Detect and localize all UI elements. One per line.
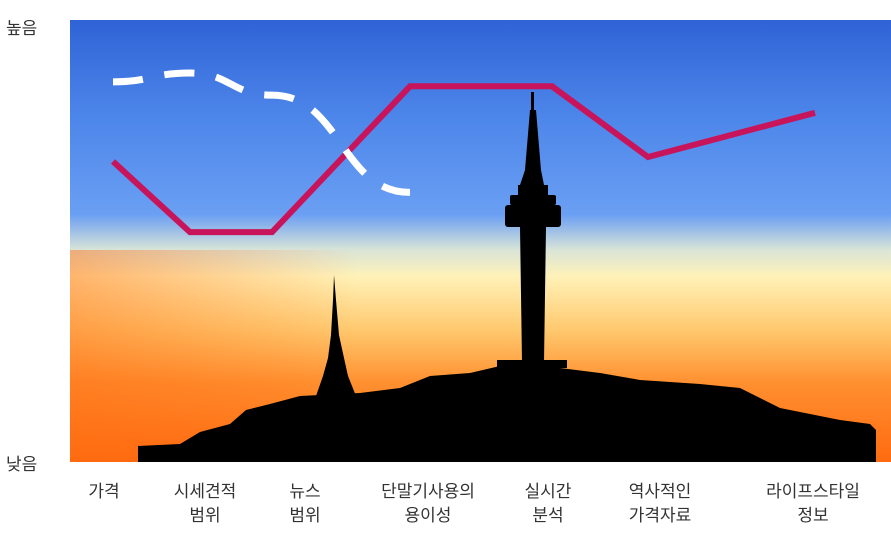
x-axis-tick-label: 단말기사용의 용이성 [381,482,475,526]
eiffel-tower-silhouette [316,275,356,396]
seoul-tower-silhouette [497,92,567,368]
x-axis-tick-label: 라이프스타일 정보 [766,482,860,526]
y-axis-bottom-label: 낮음 [6,455,37,475]
x-axis-tick-label: 실시간 분석 [524,482,572,526]
series-line-2 [112,69,411,196]
hill-silhouette [138,366,876,462]
x-axis-tick-label: 뉴스 범위 [289,482,321,526]
series-layer [110,69,816,236]
city-silhouette [138,92,876,462]
y-axis-top-label: 높음 [6,19,37,39]
x-axis-tick-label: 시세견적 범위 [173,482,237,526]
x-axis-tick-label: 역사적인 가격자료 [628,482,692,526]
x-axis-tick-label: 가격 [88,482,120,502]
